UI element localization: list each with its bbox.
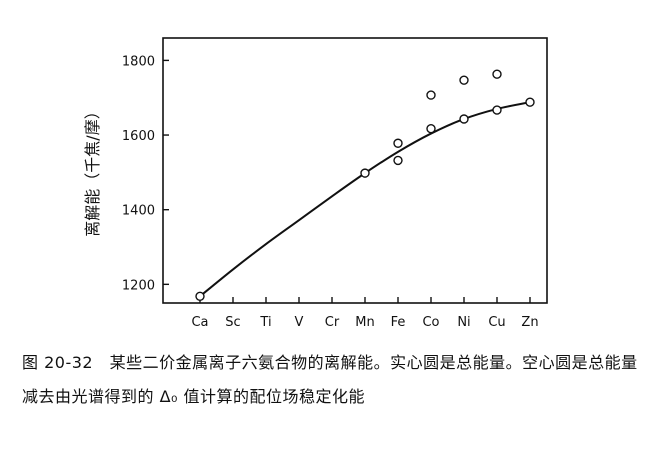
data-point-ni: [459, 75, 469, 85]
x-tick-label: Ti: [259, 315, 271, 330]
data-point-cu: [492, 105, 502, 115]
data-points: [195, 69, 535, 301]
data-point-cu: [492, 69, 502, 79]
x-tick-label: Sc: [225, 315, 240, 330]
data-point-zn: [525, 97, 535, 107]
x-tick-label: Co: [422, 315, 439, 330]
x-tick-label: Fe: [391, 315, 406, 330]
x-tick-label: Cu: [488, 315, 505, 330]
x-axis: Ca Sc Ti V Cr Mn Fe Co Ni Cu Zn: [191, 297, 539, 330]
dissociation-energy-chart: 1200 1400 1600 1800 Ca Sc Ti V Cr Mn Fe Co Ni Cu Zn 离…: [83, 37, 548, 330]
plot-frame: [162, 37, 548, 304]
figure-caption: 图 20-32 某些二价金属离子六氨合物的离解能。实心圆是总能量。空心圆是总能量…: [22, 353, 638, 406]
x-tick-label: Ni: [457, 315, 470, 330]
y-tick-label: 1400: [122, 204, 155, 219]
x-tick-label: Cr: [325, 315, 340, 330]
y-tick-label: 1800: [122, 54, 155, 69]
data-point-fe: [393, 155, 403, 166]
y-axis-label: 离解能（千焦/摩）: [83, 103, 102, 236]
x-tick-label: V: [295, 315, 304, 330]
data-point-mn: [360, 168, 370, 178]
data-point-ni: [459, 114, 469, 124]
x-tick-label: Ca: [191, 315, 208, 330]
y-tick-label: 1600: [122, 129, 155, 144]
x-tick-label: Mn: [355, 315, 374, 330]
y-tick-label: 1200: [122, 278, 155, 293]
data-point-co: [426, 123, 436, 134]
x-tick-label: Zn: [521, 315, 538, 330]
data-point-co: [426, 90, 436, 100]
data-point-ca: [195, 291, 205, 301]
trend-curve: [199, 101, 531, 298]
y-axis: 1200 1400 1600 1800: [122, 54, 169, 293]
data-point-fe: [393, 138, 403, 148]
